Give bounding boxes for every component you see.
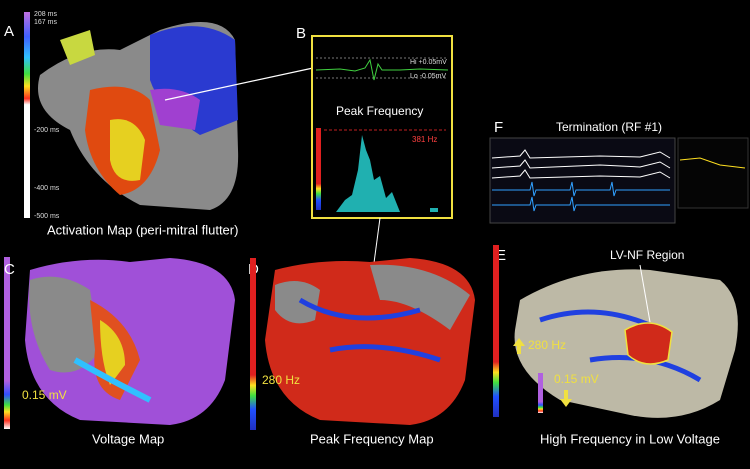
caption: Peak Frequency Map [310,431,434,446]
pointer [639,264,651,323]
caption: Activation Map (peri-mitral flutter) [47,222,238,237]
recording [489,137,676,224]
arrow-up [513,338,525,354]
map-region [298,297,441,363]
threshold: 280 Hz [262,373,300,387]
panel-c: C 0.15 mV Voltage Map [4,257,235,446]
color-bar [4,257,10,429]
scale-label: -400 ms [34,185,60,192]
map-region [73,357,152,403]
panel-e: E LV-NF Region 280 Hz 0.15 mV High Frequ… [493,245,738,446]
panel-a: A 208 ms 167 ms -200 ms -400 ms -500 ms … [4,11,238,238]
map-region [29,276,100,373]
egm-trace [492,181,670,197]
map-region [275,281,320,324]
map-region [60,30,95,65]
lv-nf-region [624,322,673,365]
color-bar [493,245,499,417]
scale-label: -200 ms [34,127,60,134]
map-region [100,320,125,385]
caption: High Frequency in Low Voltage [540,431,720,446]
map-region [110,119,145,181]
voltage: 0.15 mV [554,372,599,386]
frequency: 280 Hz [528,338,566,352]
scale-label: -500 ms [34,213,60,220]
panel-letter: F [494,119,503,136]
connector [164,67,314,101]
arrow-down [560,390,572,407]
vitals [677,137,749,209]
color-bar [316,128,321,210]
spectrum [336,135,438,212]
scale-label: 167 ms [34,19,57,26]
ecg-trace [491,159,671,169]
panel-letter: B [296,25,306,42]
color-bar [24,12,30,218]
panel-d: D 280 Hz Peak Frequency Map [248,258,475,446]
map-region [370,264,470,330]
color-bar [538,373,543,413]
ecg-trace [491,149,671,159]
threshold: 0.15 mV [22,388,67,402]
panel-b: B Hi +0.05mV Lo -0.05mV Peak Frequency 3… [296,25,453,219]
inset-title: Peak Frequency [336,104,423,118]
ecg-trace [491,169,671,179]
lo-label: Lo -0.05mV [410,73,447,80]
panel-letter: C [4,261,15,278]
panel-letter: A [4,23,14,40]
color-bar [250,258,256,430]
peak-label: 381 Hz [412,135,437,144]
panel-title: Termination (RF #1) [556,120,662,134]
trend [679,157,746,169]
map-region [150,88,200,130]
scale-label: 208 ms [34,11,57,18]
hi-label: Hi +0.05mV [410,59,447,66]
egm-trace [492,196,670,212]
panel-f: F Termination (RF #1) [489,119,749,224]
caption: Voltage Map [92,431,164,446]
signal [315,58,449,81]
region-label: LV-NF Region [610,248,684,262]
panel-letter: E [496,247,506,264]
